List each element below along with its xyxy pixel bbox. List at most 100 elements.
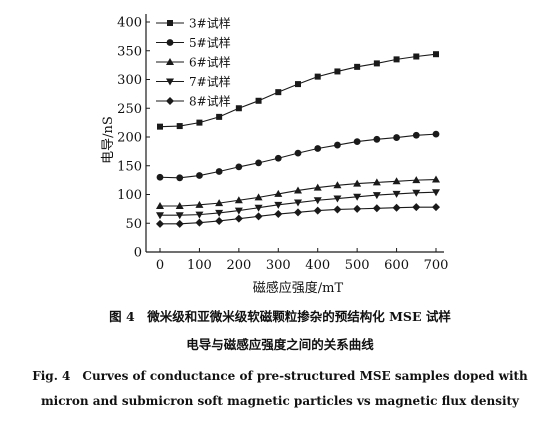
- caption-chinese-line-2: 电导与磁感应强度之间的关系曲线: [186, 337, 374, 352]
- data-point: [254, 193, 263, 201]
- data-point: [176, 123, 183, 130]
- y-axis-title: 电导/nS: [101, 116, 116, 164]
- data-point: [215, 199, 224, 207]
- data-point: [333, 195, 342, 203]
- data-point: [392, 203, 401, 212]
- x-tick-label: 700: [424, 258, 449, 273]
- data-point: [295, 81, 301, 88]
- data-point: [353, 193, 362, 201]
- y-tick-label: 350: [117, 44, 142, 59]
- data-point: [372, 204, 381, 213]
- data-point: [353, 179, 362, 187]
- data-point: [334, 68, 341, 75]
- data-point: [215, 209, 224, 217]
- legend-marker: [166, 39, 174, 46]
- data-point: [412, 176, 421, 184]
- data-point: [333, 181, 342, 189]
- legend-marker: [167, 20, 173, 26]
- legend-marker: [166, 97, 174, 105]
- data-point: [215, 168, 223, 175]
- y-tick-label: 300: [117, 73, 142, 88]
- x-tick-label: 0: [156, 258, 164, 273]
- data-point: [215, 216, 224, 225]
- y-tick-label: 50: [125, 217, 142, 232]
- data-point: [175, 219, 184, 228]
- data-point: [294, 186, 302, 194]
- legend-item: 7#试样: [156, 74, 231, 89]
- x-tick-label: 300: [266, 258, 291, 273]
- legend-marker: [166, 58, 174, 65]
- series-2: [156, 130, 440, 182]
- data-point: [255, 97, 262, 104]
- legend-label: 5#试样: [189, 35, 231, 50]
- x-tick-label: 500: [345, 258, 370, 273]
- data-point: [255, 159, 262, 167]
- legend-item: 5#试样: [156, 35, 231, 50]
- data-point: [432, 203, 440, 212]
- data-point: [156, 219, 164, 228]
- axes: 0 100 200 300 400 500 600 700 0 50 100 150 200 250 300…: [117, 14, 448, 273]
- y-tick-label: 400: [117, 16, 142, 31]
- legend-item: 8#试样: [156, 94, 231, 109]
- x-tick-label: 100: [187, 258, 212, 273]
- x-tick-label: 400: [305, 258, 330, 273]
- caption-chinese-line-1: 图 4 微米级和亚微米级软磁颗粒掺杂的预结构化 MSE 试样: [109, 309, 451, 324]
- series-1: [157, 51, 439, 130]
- caption-english-line-1: Fig. 4 Curves of conductance of pre-stru…: [32, 369, 528, 383]
- data-point: [433, 51, 439, 58]
- data-point: [275, 89, 282, 96]
- data-point: [254, 204, 263, 212]
- data-point: [274, 201, 283, 209]
- data-point: [175, 202, 184, 209]
- data-point: [274, 189, 283, 197]
- data-point: [373, 135, 381, 143]
- data-point: [353, 138, 361, 146]
- y-tick-label: 150: [117, 159, 142, 174]
- data-point: [216, 113, 223, 120]
- data-point: [313, 197, 322, 205]
- y-tick-label: 0: [134, 246, 142, 261]
- data-point: [393, 134, 400, 141]
- data-point: [294, 208, 302, 217]
- data-point: [156, 202, 164, 209]
- data-point: [313, 183, 322, 191]
- data-point: [432, 175, 440, 183]
- legend-marker: [166, 78, 174, 86]
- legend: 3#试样 5#试样 6#试样 7#试样 8#试样: [156, 16, 231, 109]
- data-point: [254, 212, 263, 221]
- legend-label: 8#试样: [189, 94, 231, 109]
- data-point: [373, 60, 380, 67]
- data-point: [196, 119, 203, 126]
- y-tick-label: 100: [117, 188, 142, 203]
- data-point: [413, 53, 420, 60]
- data-point: [393, 56, 400, 63]
- series-3: [156, 175, 440, 209]
- data-point: [294, 149, 302, 157]
- data-point: [274, 210, 283, 219]
- data-point: [412, 131, 420, 139]
- legend-item: 6#试样: [156, 55, 231, 70]
- x-tick-label: 600: [384, 258, 409, 273]
- legend-item: 3#试样: [156, 16, 231, 31]
- data-point: [234, 207, 243, 215]
- data-point: [195, 200, 204, 208]
- data-point: [314, 145, 322, 152]
- x-tick-label: 200: [226, 258, 251, 273]
- y-tick-label: 200: [117, 131, 142, 146]
- series-4: [156, 189, 440, 220]
- data-point: [294, 199, 302, 207]
- data-point: [333, 205, 342, 214]
- data-point: [234, 196, 243, 204]
- data-point: [334, 141, 341, 149]
- data-point: [156, 173, 164, 181]
- line-chart: 0 100 200 300 400 500 600 700 0 50 100 150 200 250 300…: [101, 14, 448, 296]
- data-point: [176, 174, 184, 182]
- legend-label: 6#试样: [189, 55, 231, 70]
- data-point: [195, 218, 204, 227]
- data-point: [392, 177, 401, 185]
- series-5: [156, 203, 440, 228]
- data-point: [314, 73, 321, 80]
- data-point: [157, 123, 163, 130]
- data-point: [353, 204, 362, 213]
